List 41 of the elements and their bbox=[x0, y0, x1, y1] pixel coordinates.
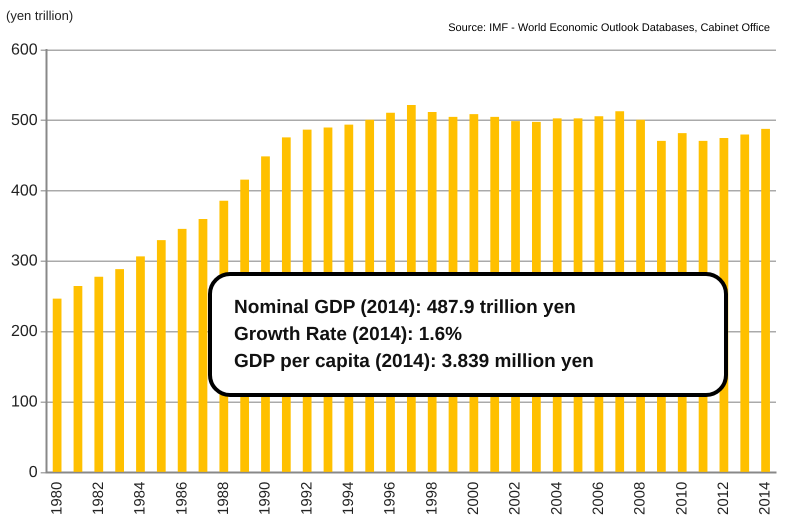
bar bbox=[178, 228, 187, 472]
x-tick-label: 2002 bbox=[506, 482, 524, 516]
y-tick-label: 600 bbox=[10, 41, 38, 58]
x-tick-label: 1998 bbox=[423, 482, 440, 516]
x-tick-label: 1986 bbox=[173, 482, 190, 516]
y-tick-label: 300 bbox=[10, 252, 38, 270]
bar bbox=[761, 128, 770, 472]
x-tick-label: 2012 bbox=[715, 482, 732, 516]
source-note: Source: IMF - World Economic Outlook Databases, Cabinet Office bbox=[448, 22, 770, 34]
y-axis-title: (yen trillion) bbox=[6, 8, 74, 23]
annotation: Growth Rate (2014): 1.6% bbox=[234, 323, 464, 347]
x-tick-label: 1984 bbox=[132, 482, 149, 516]
bar bbox=[198, 219, 208, 472]
bar bbox=[94, 276, 104, 472]
bar bbox=[115, 269, 124, 472]
y-tick-label: 400 bbox=[10, 182, 38, 200]
bar bbox=[740, 134, 750, 472]
x-tick-label: 1988 bbox=[214, 482, 232, 516]
x-tick-label: 2006 bbox=[590, 482, 608, 516]
x-tick-label: 1982 bbox=[90, 482, 107, 516]
x-tick-label: 2008 bbox=[632, 482, 649, 516]
y-tick-label: 0 bbox=[28, 464, 38, 482]
x-tick-label: 2004 bbox=[548, 482, 566, 516]
annotation: Nominal GDP (2014): 487.9 trillion yen bbox=[234, 296, 577, 320]
x-tick-label: 1994 bbox=[340, 482, 357, 516]
x-tick-label: 1980 bbox=[48, 482, 66, 516]
x-tick-label: 2000 bbox=[465, 482, 482, 516]
x-tick-label: 1996 bbox=[382, 482, 399, 516]
x-tick-label: 1992 bbox=[298, 482, 316, 516]
y-tick-label: 200 bbox=[10, 323, 38, 340]
x-tick-label: 2010 bbox=[673, 482, 690, 516]
callout-box: Nominal GDP (2014): 487.9 trillion yen Growth Rate (2014): 1.6% GDP per capita (2014): 3.839 million yen bbox=[208, 272, 728, 397]
x-tick-label: 2014 bbox=[756, 482, 774, 516]
bar bbox=[136, 256, 145, 472]
annotation: GDP per capita (2014): 3.839 million yen bbox=[234, 350, 595, 374]
x-tick-label: 1990 bbox=[256, 482, 274, 516]
y-tick-label: 500 bbox=[10, 112, 38, 129]
bar bbox=[156, 240, 166, 472]
y-tick-label: 100 bbox=[10, 394, 38, 411]
bar bbox=[52, 298, 62, 472]
bar bbox=[74, 286, 82, 472]
